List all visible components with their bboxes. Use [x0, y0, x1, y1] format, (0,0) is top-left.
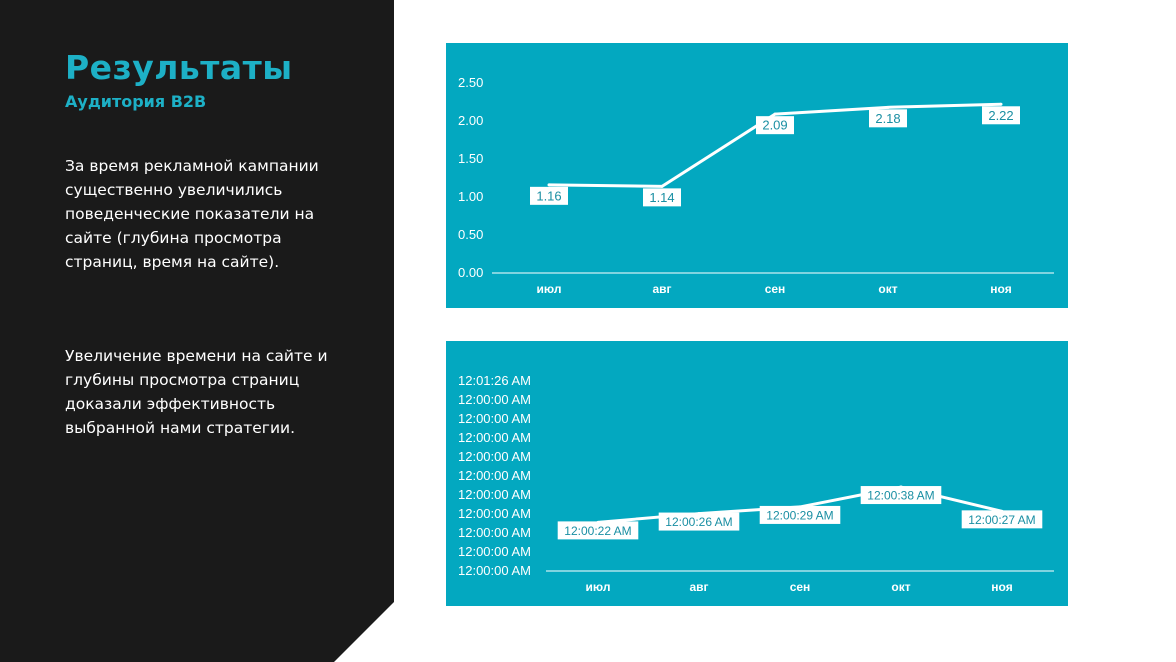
depth-y-tick: 0.50: [458, 227, 483, 242]
depth-x-tick: окт: [878, 282, 897, 296]
depth-data-point: [886, 105, 890, 109]
depth-x-tick: сен: [765, 282, 786, 296]
time-y-tick: 12:00:00 AM: [458, 392, 531, 407]
slide-subtitle: Аудитория B2B: [65, 92, 207, 111]
time-x-tick: сен: [790, 580, 811, 594]
time-data-label-box: [860, 486, 942, 505]
time-y-tick: 12:00:00 AM: [458, 468, 531, 483]
depth-data-point: [547, 183, 551, 187]
chart-time-svg: 12:00:00 AM 12:00:00 AM 12:00:00 AM 12:00:0…: [458, 373, 1054, 594]
description-paragraph-2: Увеличение времени на сайте и глубины пр…: [65, 347, 328, 437]
depth-data-label: 2.09: [762, 118, 787, 133]
depth-x-tick: июл: [537, 282, 562, 296]
depth-data-label-box: [869, 109, 907, 128]
time-y-tick: 12:00:00 AM: [458, 506, 531, 521]
depth-data-point: [660, 184, 664, 188]
depth-y-tick: 2.00: [458, 113, 483, 128]
depth-data-point: [999, 102, 1003, 106]
time-y-tick: 12:00:00 AM: [458, 449, 531, 464]
time-data-label-box: [961, 510, 1043, 529]
time-data-label: 12:00:38 AM: [867, 489, 934, 503]
time-data-label: 12:00:26 AM: [665, 515, 732, 529]
time-y-tick: 12:00:00 AM: [458, 430, 531, 445]
depth-data-point: [773, 112, 777, 116]
slide-title: Результаты: [65, 48, 293, 87]
depth-data-label: 1.14: [649, 190, 674, 205]
time-data-label: 12:00:22 AM: [564, 524, 631, 538]
depth-data-label-box: [643, 188, 681, 207]
time-x-tick: июл: [586, 580, 611, 594]
time-data-label: 12:00:29 AM: [766, 508, 833, 522]
depth-y-tick: 1.00: [458, 189, 483, 204]
time-y-tick: 12:00:00 AM: [458, 563, 531, 578]
depth-data-label-box: [756, 116, 794, 135]
time-data-label-box: [759, 505, 841, 524]
depth-y-tick: 0.00: [458, 265, 483, 280]
time-y-tick: 12:00:00 AM: [458, 411, 531, 426]
time-data-label: 12:00:27 AM: [968, 513, 1035, 527]
depth-data-label: 1.16: [536, 188, 561, 203]
depth-data-label-box: [982, 106, 1020, 125]
left-panel: [0, 0, 394, 662]
time-data-label-box: [557, 521, 639, 540]
time-x-tick: окт: [891, 580, 910, 594]
time-data-label-box: [658, 512, 740, 531]
depth-x-tick: авг: [652, 282, 671, 296]
depth-y-tick: 1.50: [458, 151, 483, 166]
description-paragraph-1: За время рекламной кампании существенно …: [65, 157, 319, 271]
time-y-tick: 12:01:26 AM: [458, 373, 531, 388]
time-y-tick: 12:00:00 AM: [458, 487, 531, 502]
time-x-tick: авг: [689, 580, 708, 594]
depth-data-label: 2.22: [988, 108, 1013, 123]
time-x-tick: ноя: [991, 580, 1012, 594]
chart-depth-svg: 0.00 0.50 1.00 1.50 2.00 2.50 июл авг сен окт ноя 1…: [458, 75, 1054, 296]
chart-time: 12:00:00 AM 12:00:00 AM 12:00:00 AM 12:00:0…: [446, 341, 1068, 606]
depth-data-label: 2.18: [875, 111, 900, 126]
time-y-tick: 12:00:00 AM: [458, 544, 531, 559]
time-y-tick: 12:00:00 AM: [458, 525, 531, 540]
depth-y-tick: 2.50: [458, 75, 483, 90]
depth-x-tick: ноя: [990, 282, 1011, 296]
chart-depth: 0.00 0.50 1.00 1.50 2.00 2.50 июл авг сен окт ноя 1…: [446, 43, 1068, 308]
depth-data-label-box: [530, 186, 568, 205]
